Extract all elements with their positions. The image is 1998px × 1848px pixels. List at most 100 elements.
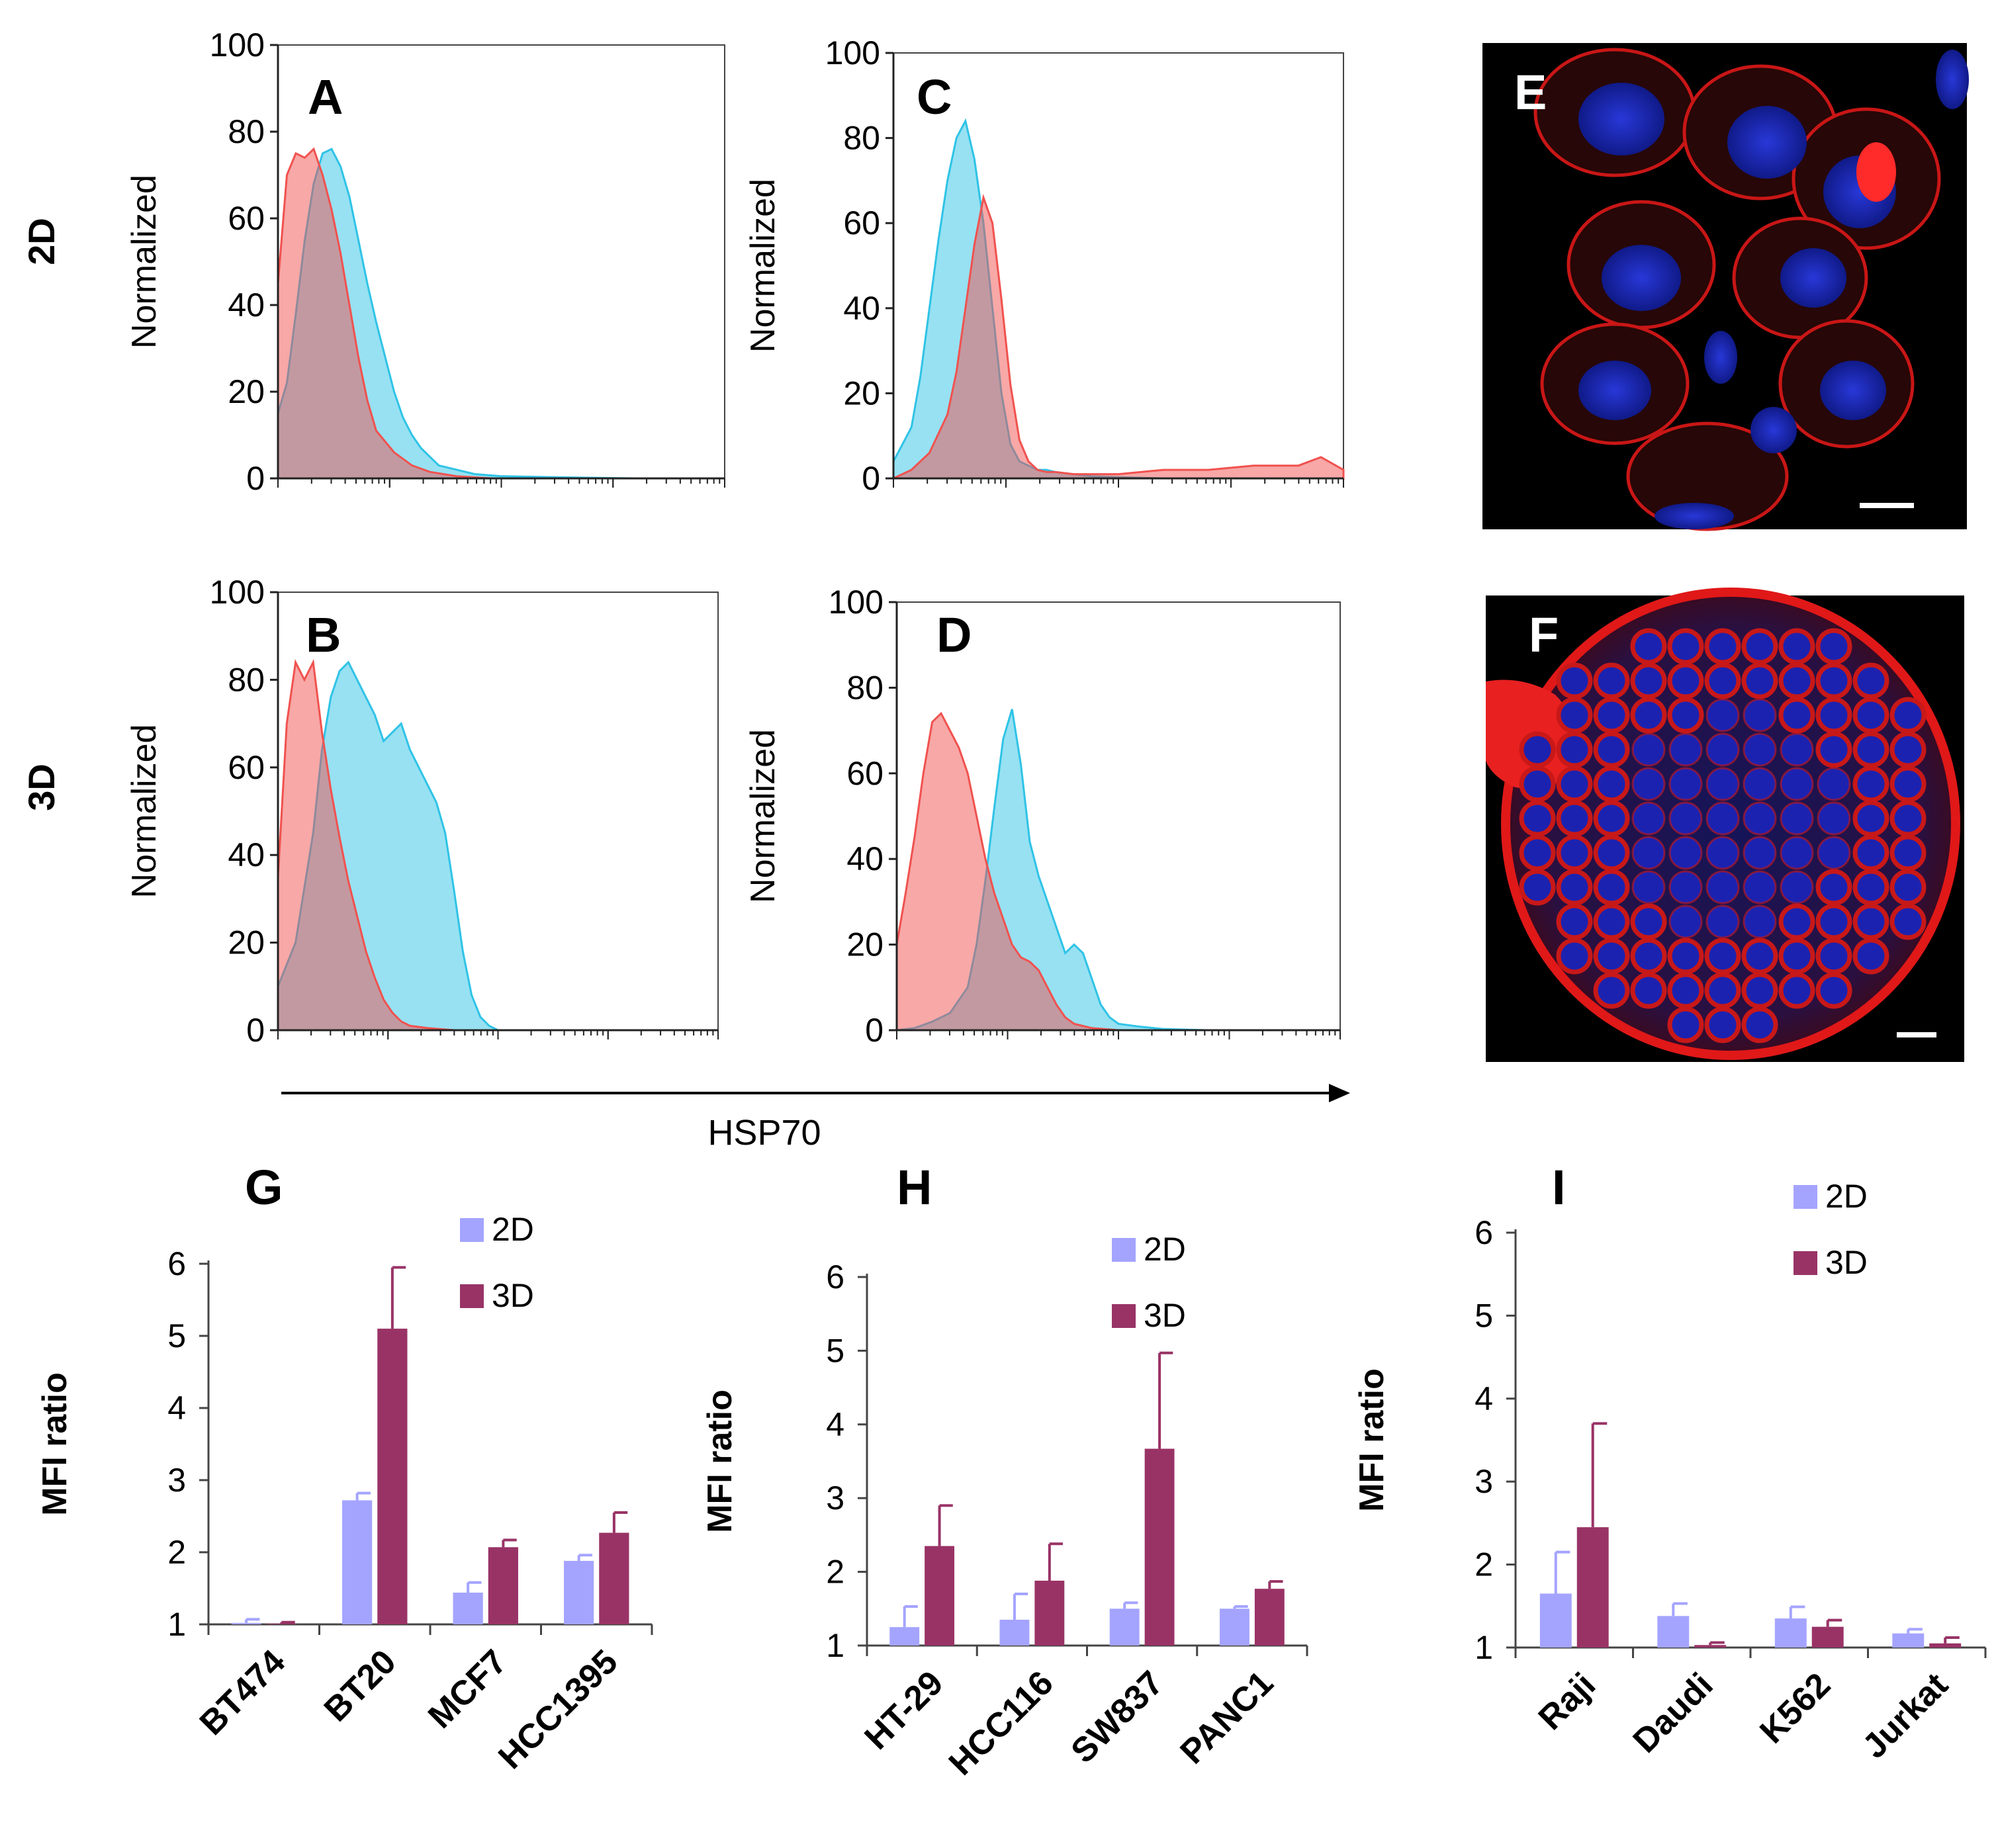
cell	[1668, 767, 1703, 801]
cell	[1817, 836, 1851, 870]
y-tick-label: 6	[1475, 1214, 1493, 1251]
cell	[1705, 870, 1740, 904]
y-tick-label: 0	[246, 460, 265, 497]
cell	[1743, 870, 1777, 904]
cell	[1815, 972, 1852, 1009]
bar-2d	[1539, 1593, 1572, 1648]
y-tick-label: 100	[825, 34, 880, 71]
cell	[1815, 662, 1852, 699]
y-tick-label: 2	[1475, 1546, 1493, 1583]
y-axis-label: MFI ratio	[1353, 1368, 1391, 1512]
histogram-panel-c: 0 20 40 60 80 100 Normalized C	[744, 34, 1345, 497]
y-tick-label: 4	[1475, 1380, 1493, 1417]
y-axis-label: Normalized	[744, 729, 782, 903]
cell	[1889, 800, 1927, 837]
cell	[1889, 834, 1927, 871]
cell	[1593, 697, 1630, 734]
category-label: Daudi	[1626, 1665, 1721, 1760]
panel-letter-a: A	[308, 69, 343, 124]
cell	[1556, 697, 1593, 734]
y-tick-label: 5	[167, 1317, 186, 1354]
category-label: HCC1395	[491, 1642, 625, 1776]
y-tick-label: 80	[228, 661, 265, 698]
legend-swatch-3d	[460, 1284, 484, 1308]
cell	[1889, 766, 1927, 803]
bar-3d	[599, 1532, 629, 1624]
y-tick-label: 2	[167, 1534, 186, 1571]
bar-2d	[231, 1622, 261, 1624]
category-label: HT-29	[857, 1663, 950, 1757]
cell	[1593, 869, 1630, 906]
cell	[1778, 938, 1815, 975]
panel-letter-c: C	[917, 69, 952, 124]
y-tick-label: 60	[843, 204, 880, 242]
y-tick-label: 20	[846, 926, 884, 963]
cell	[1704, 1006, 1741, 1043]
cell	[1668, 836, 1703, 870]
cell	[1667, 938, 1704, 975]
cell	[1889, 697, 1927, 734]
cell	[1519, 800, 1556, 837]
bar-3d	[925, 1546, 955, 1646]
y-axis-label: Normalized	[125, 175, 163, 349]
y-tick-label: 5	[1475, 1297, 1493, 1334]
y-tick-label: 4	[167, 1389, 186, 1427]
cell	[1593, 972, 1630, 1009]
cell	[1705, 732, 1740, 767]
cell	[1705, 836, 1740, 870]
cell	[1631, 801, 1666, 836]
cell	[1743, 836, 1777, 870]
bar-chart-panel-i: 1 2 3 4 5 6 Raji Daudi K562 Jurkat MFI ratio I 2D 3D	[1353, 1160, 1987, 1766]
cell	[1705, 698, 1740, 732]
bar-2d	[564, 1561, 594, 1624]
isotype-histogram	[895, 711, 1340, 1032]
cell	[1852, 869, 1889, 906]
y-tick-label: 40	[846, 840, 884, 877]
cell	[1815, 938, 1852, 975]
cell	[1817, 801, 1851, 836]
y-tick-label: 4	[826, 1406, 844, 1443]
cell	[1815, 697, 1852, 734]
panel-letter-h: H	[897, 1160, 932, 1215]
y-axis-label: Normalized	[744, 179, 782, 353]
cell	[1852, 697, 1889, 734]
category-label: K562	[1752, 1665, 1838, 1751]
histogram-panel-a: 0 20 40 60 80 100 Normalized A	[125, 26, 725, 497]
cell	[1780, 870, 1814, 904]
legend-label-3d: 3D	[1825, 1244, 1868, 1281]
cell	[1743, 767, 1777, 801]
bar-2d	[342, 1500, 373, 1624]
cell	[1519, 869, 1556, 906]
cell	[1631, 870, 1666, 904]
category-label: Jurkat	[1855, 1665, 1955, 1765]
cell	[1778, 662, 1815, 699]
cell	[1630, 697, 1667, 734]
cell	[1743, 732, 1777, 767]
row-label-2d: 2D	[21, 218, 62, 265]
bar-2d	[999, 1620, 1030, 1646]
bar-3d	[1034, 1580, 1065, 1646]
cell	[1630, 662, 1667, 699]
cell	[1704, 628, 1741, 665]
cell	[1778, 628, 1815, 665]
cell	[1630, 972, 1667, 1009]
cell	[1852, 731, 1889, 768]
y-tick-label: 60	[228, 200, 265, 237]
cell	[1815, 628, 1852, 665]
cell	[1741, 1006, 1778, 1043]
y-tick-label: 0	[865, 1012, 884, 1049]
y-tick-label: 80	[228, 113, 265, 150]
cell	[1631, 836, 1666, 870]
cell	[1630, 628, 1667, 665]
cell	[1667, 662, 1704, 699]
cell	[1780, 732, 1814, 767]
y-tick-label: 40	[228, 836, 265, 873]
cell	[1593, 834, 1630, 871]
cell	[1741, 662, 1778, 699]
bar-2d	[453, 1593, 483, 1624]
cell	[1852, 662, 1889, 699]
cell	[1778, 972, 1815, 1009]
y-tick-label: 40	[843, 290, 880, 327]
bar-2d	[889, 1627, 920, 1646]
cell	[1705, 904, 1740, 939]
